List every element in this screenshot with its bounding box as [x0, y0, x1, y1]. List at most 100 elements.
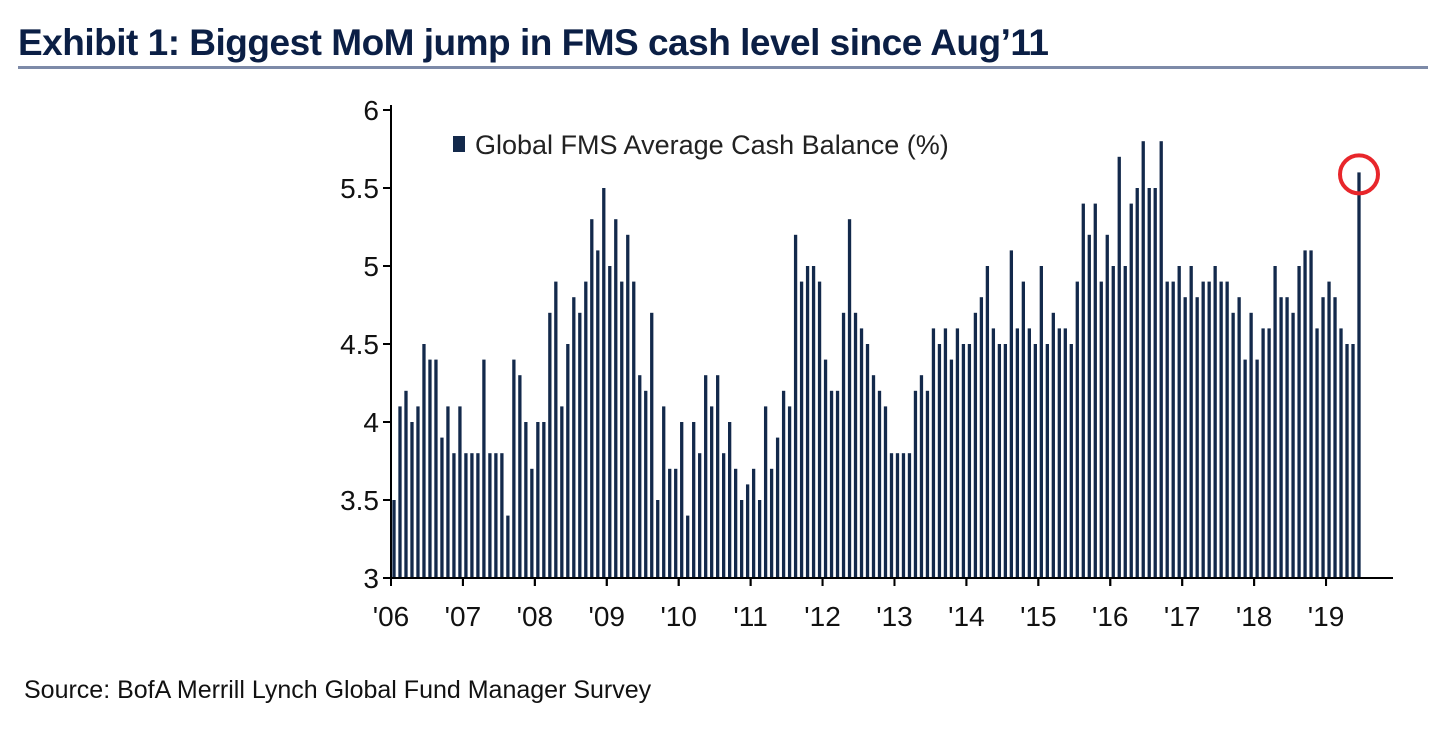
bar — [1081, 203, 1085, 578]
x-tick-label: '16 — [1092, 601, 1129, 632]
bar — [1123, 266, 1127, 578]
bar — [745, 484, 750, 578]
x-tick-label: '11 — [733, 601, 767, 632]
bar — [889, 453, 894, 578]
y-tick-label: 5.5 — [340, 173, 379, 204]
bar — [967, 344, 972, 578]
bar — [1033, 344, 1037, 578]
bar — [734, 468, 738, 578]
bar — [1015, 328, 1020, 578]
bar — [506, 515, 510, 578]
bar — [775, 437, 780, 578]
y-tick-label: 4 — [363, 407, 379, 438]
bar — [668, 468, 672, 578]
bar — [841, 312, 846, 578]
bar — [458, 406, 462, 578]
bar — [757, 500, 762, 578]
bar — [626, 234, 630, 579]
x-tick-label: '10 — [660, 601, 697, 632]
bar — [1009, 250, 1014, 578]
bar — [692, 422, 696, 578]
bar — [793, 234, 798, 579]
bar-series — [392, 141, 1361, 579]
bar — [913, 390, 918, 578]
bar — [446, 406, 450, 578]
bar — [1057, 328, 1061, 578]
bar — [943, 328, 948, 578]
x-tick-label: '06 — [373, 601, 410, 632]
bar — [452, 453, 456, 578]
bar — [1045, 344, 1049, 578]
bar — [1063, 328, 1067, 578]
exhibit-title: Exhibit 1: Biggest MoM jump in FMS cash … — [18, 22, 1049, 63]
legend: Global FMS Average Cash Balance (%) — [453, 130, 949, 160]
bar — [620, 281, 624, 578]
bar — [614, 219, 618, 578]
x-tick-label: '12 — [804, 601, 841, 632]
bar — [1345, 344, 1349, 578]
bar — [1243, 359, 1247, 578]
bar — [865, 344, 870, 578]
bar — [524, 422, 528, 578]
bar — [632, 281, 636, 578]
bar — [949, 359, 954, 578]
bar — [578, 312, 582, 578]
cash-balance-bar-chart: 3 3.5 4 4.5 5 5.5 6 '06 '07 '08 '09 '10 '11 '12 '13 '1… — [340, 95, 1393, 632]
bar — [787, 406, 792, 578]
title-divider — [18, 66, 1428, 69]
y-tick-label: 5 — [363, 251, 379, 282]
bar — [769, 468, 774, 578]
y-tick-label: 6 — [363, 95, 379, 126]
bar — [985, 266, 990, 578]
bar — [500, 453, 504, 578]
bar — [1027, 328, 1031, 578]
bar — [1255, 359, 1259, 578]
bar — [1237, 297, 1241, 578]
bar — [991, 328, 996, 578]
bar — [1315, 328, 1319, 578]
bar — [763, 406, 768, 578]
x-tick-label: '14 — [948, 601, 985, 632]
bar — [919, 375, 924, 578]
bar — [518, 375, 522, 578]
bar — [584, 281, 588, 578]
bar — [1219, 281, 1223, 578]
bar — [722, 453, 726, 578]
bar — [853, 312, 858, 578]
bar — [1099, 281, 1103, 578]
bar — [997, 344, 1002, 578]
bar — [608, 266, 612, 578]
bar — [572, 297, 576, 578]
bar — [1309, 250, 1313, 578]
bar — [931, 328, 936, 578]
x-tick-label: '08 — [517, 601, 554, 632]
bar — [482, 359, 486, 578]
bar — [979, 297, 984, 578]
bar — [596, 250, 600, 578]
bar — [817, 281, 822, 578]
bar — [823, 359, 828, 578]
bar — [1165, 281, 1169, 578]
bar — [907, 453, 912, 578]
bar — [476, 453, 480, 578]
bar — [1249, 312, 1253, 578]
bar — [1207, 281, 1211, 578]
bar — [835, 390, 840, 578]
y-tick-label: 3 — [363, 563, 379, 594]
bar — [901, 453, 906, 578]
bar — [680, 422, 684, 578]
bar — [440, 437, 444, 578]
bar — [662, 406, 666, 578]
bar — [644, 390, 648, 578]
bar — [811, 266, 816, 578]
bar — [961, 344, 966, 578]
bar — [829, 390, 834, 578]
bar — [1291, 312, 1295, 578]
highlight-circle — [1338, 153, 1380, 196]
bar — [877, 390, 882, 578]
source-note: Source: BofA Merrill Lynch Global Fund M… — [24, 676, 652, 704]
bar — [1303, 250, 1307, 578]
x-tick-label: '09 — [589, 601, 626, 632]
bar — [1111, 266, 1115, 578]
bar — [1261, 328, 1265, 578]
